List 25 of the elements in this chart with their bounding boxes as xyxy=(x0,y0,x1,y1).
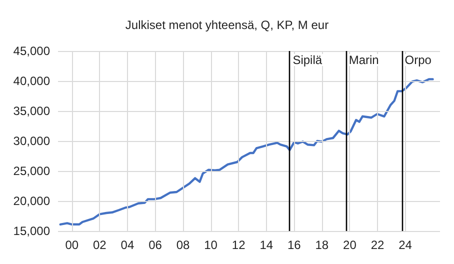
ref-line-label: Orpo xyxy=(404,53,432,67)
x-tick-label: 06 xyxy=(148,238,162,252)
x-tick-label: 02 xyxy=(92,238,107,252)
x-tick-label: 18 xyxy=(315,238,329,252)
y-tick-label: 30,000 xyxy=(13,134,50,148)
x-tick-label: 12 xyxy=(232,238,246,252)
ref-line-label: Marin xyxy=(348,53,379,67)
y-tick-label: 45,000 xyxy=(13,44,50,58)
y-tick-label: 35,000 xyxy=(13,104,50,118)
y-tick-label: 25,000 xyxy=(13,164,50,178)
y-tick-label: 40,000 xyxy=(13,74,50,88)
x-tick-label: 04 xyxy=(120,238,134,252)
x-tick-label: 10 xyxy=(204,238,218,252)
x-tick-label: 16 xyxy=(287,238,302,252)
ref-line-label: Sipilä xyxy=(292,53,322,67)
x-tick-label: 00 xyxy=(65,238,79,252)
x-tick-label: 08 xyxy=(176,238,190,252)
x-tick-label: 20 xyxy=(343,238,357,252)
x-tick-label: 14 xyxy=(260,238,274,252)
y-tick-label: 20,000 xyxy=(13,194,50,208)
chart-title: Julkiset menot yhteensä, Q, KP, M eur xyxy=(125,18,329,32)
x-tick-label: 22 xyxy=(370,238,384,252)
y-tick-label: 15,000 xyxy=(13,224,50,238)
line-series xyxy=(59,78,434,226)
x-tick-label: 24 xyxy=(398,238,412,252)
